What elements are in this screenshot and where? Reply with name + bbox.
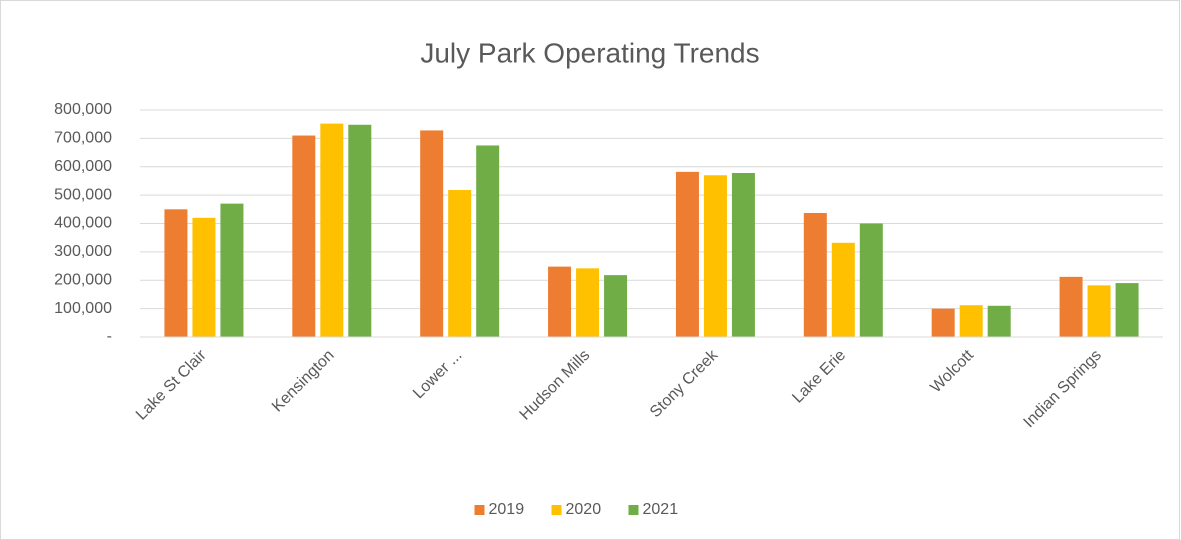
bar (987, 305, 1011, 337)
bar (803, 213, 827, 337)
y-tick-label: 300,000 (54, 243, 112, 260)
bar (292, 135, 316, 337)
bar (731, 172, 755, 337)
bar (448, 190, 472, 337)
y-tick-label: 200,000 (54, 271, 112, 288)
y-tick-label: 500,000 (54, 186, 112, 203)
bar (576, 268, 600, 337)
bar (476, 145, 500, 337)
legend-swatch (474, 505, 485, 515)
bar (1115, 283, 1139, 337)
legend-swatch (551, 505, 562, 515)
bar (831, 242, 855, 337)
bar (192, 217, 216, 337)
bar (164, 209, 188, 337)
bar (1059, 276, 1083, 337)
y-tick-label: - (107, 328, 112, 345)
y-tick-label: 700,000 (54, 130, 112, 147)
bar (931, 308, 955, 337)
y-tick-label: 100,000 (54, 300, 112, 317)
bar (220, 203, 244, 337)
bar (859, 223, 883, 337)
legend-swatch (628, 505, 639, 515)
legend-label: 2021 (643, 501, 679, 518)
bar (1087, 285, 1111, 337)
bar (548, 266, 572, 337)
chart-title: July Park Operating Trends (420, 37, 759, 68)
bar (604, 275, 628, 337)
bar (959, 305, 983, 337)
y-tick-label: 600,000 (54, 158, 112, 175)
y-tick-label: 400,000 (54, 215, 112, 232)
bar (420, 130, 444, 337)
y-tick-label: 800,000 (54, 101, 112, 118)
bar (348, 124, 372, 337)
legend-label: 2020 (566, 501, 602, 518)
bar (675, 171, 699, 337)
bar (703, 175, 727, 337)
legend-label: 2019 (489, 501, 525, 518)
bar (320, 123, 344, 338)
